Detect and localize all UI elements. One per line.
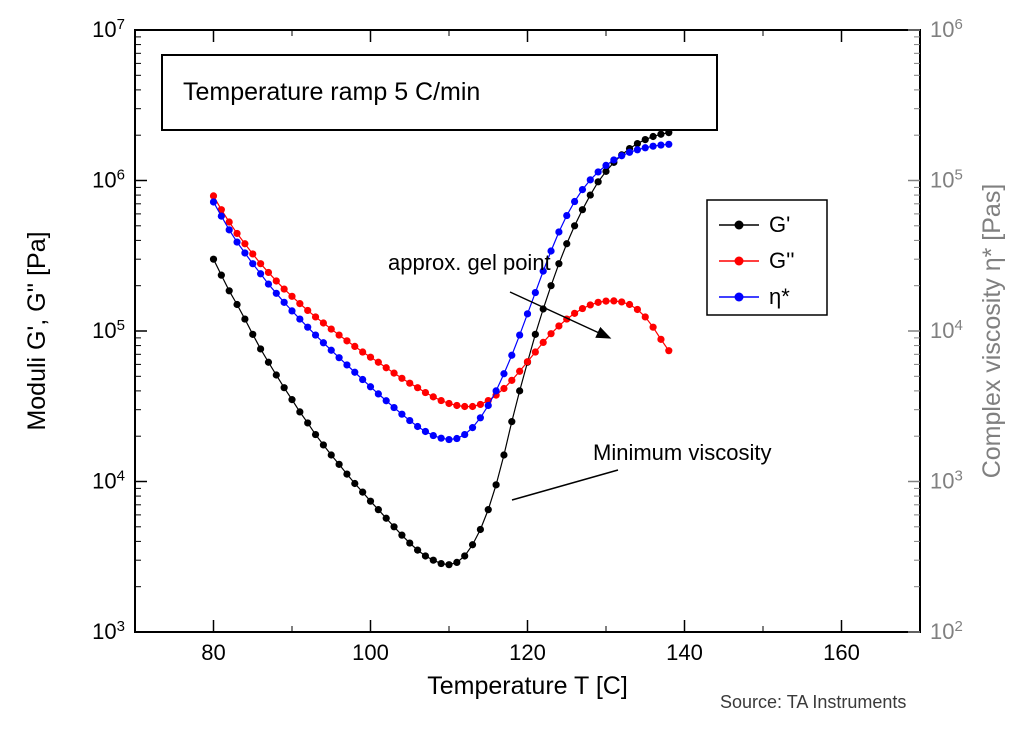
svg-text:120: 120: [509, 640, 546, 665]
svg-text:160: 160: [823, 640, 860, 665]
svg-text:107: 107: [92, 16, 125, 43]
svg-text:103: 103: [930, 467, 963, 494]
svg-text:106: 106: [92, 166, 125, 193]
svg-text:Temperature T [C]: Temperature T [C]: [427, 672, 628, 700]
source-credit: Source: TA Instruments: [720, 692, 906, 713]
svg-text:105: 105: [930, 166, 963, 193]
svg-text:Minimum viscosity: Minimum viscosity: [593, 440, 771, 465]
svg-text:100: 100: [352, 640, 389, 665]
svg-text:102: 102: [930, 618, 963, 645]
svg-text:Temperature ramp 5 C/min: Temperature ramp 5 C/min: [183, 78, 480, 106]
svg-text:G': G': [769, 212, 790, 237]
rheology-chart: 80 100 120 140 160 Temperature T [C] 103 104 105…: [0, 0, 1024, 733]
svg-text:G'': G'': [769, 248, 795, 273]
svg-text:Complex viscosity η* [Pas]: Complex viscosity η* [Pas]: [978, 184, 1006, 479]
svg-text:80: 80: [201, 640, 225, 665]
svg-text:Moduli G', G'' [Pa]: Moduli G', G'' [Pa]: [23, 231, 51, 430]
svg-text:approx. gel point: approx. gel point: [388, 250, 551, 275]
svg-text:103: 103: [92, 618, 125, 645]
svg-text:104: 104: [930, 317, 963, 344]
svg-text:140: 140: [666, 640, 703, 665]
svg-text:104: 104: [92, 467, 125, 494]
svg-text:η*: η*: [769, 284, 790, 309]
svg-text:105: 105: [92, 317, 125, 344]
svg-text:106: 106: [930, 16, 963, 43]
